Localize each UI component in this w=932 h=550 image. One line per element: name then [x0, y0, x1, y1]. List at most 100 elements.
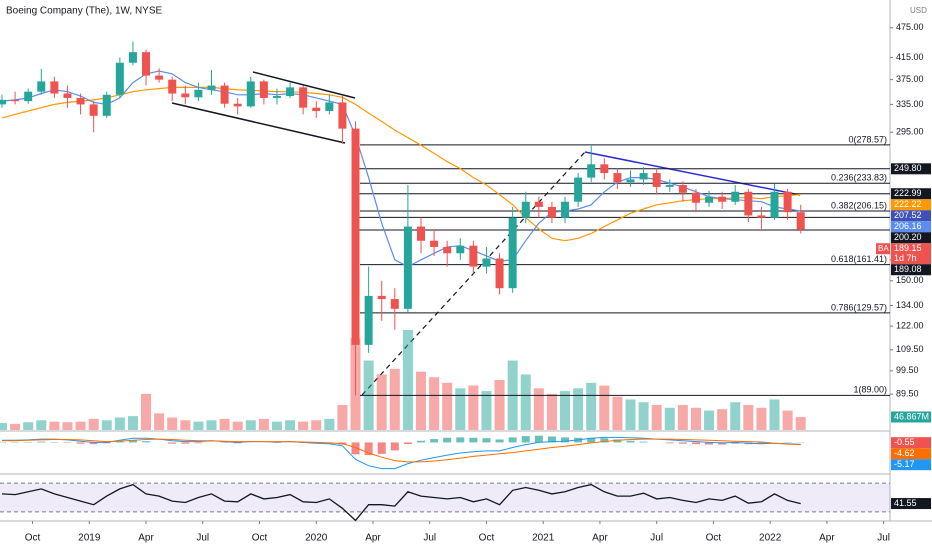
volume-bar: [101, 420, 112, 430]
volume-bar: [75, 421, 86, 430]
y-tick-label: 150.00: [896, 275, 924, 285]
fib-level-label: 0.786(129.57): [831, 302, 887, 312]
volume-bar: [704, 410, 715, 430]
candle-body: [272, 96, 281, 98]
macd-histogram: [89, 442, 98, 445]
candle-body: [338, 102, 347, 129]
volume-bar: [625, 399, 636, 430]
chart-title: Boeing Company (The), 1W, NYSE: [6, 6, 163, 17]
volume-bar: [599, 385, 610, 430]
macd-histogram: [587, 437, 596, 443]
fib-level-label: 0.236(233.83): [831, 173, 887, 183]
macd-histogram: [430, 439, 439, 443]
y-tick-label: 475.00: [896, 22, 924, 32]
price-tag-box: [891, 210, 931, 222]
trend-line: [584, 151, 801, 196]
y-tick-label: 99.50: [896, 365, 919, 375]
macd-histogram: [495, 439, 504, 443]
macd-histogram: [194, 442, 203, 444]
volume-bar: [10, 423, 21, 430]
y-tick-label: 89.50: [896, 388, 919, 398]
volume-bar: [677, 405, 688, 430]
volume-bar: [0, 423, 7, 430]
macd-histogram: [691, 442, 700, 445]
countdown-box: [891, 253, 931, 265]
macd-histogram: [142, 441, 151, 443]
candle-body: [495, 258, 504, 289]
volume-bar: [180, 420, 191, 430]
volume-bar: [23, 422, 34, 430]
candle-body: [416, 226, 425, 241]
macd-histogram: [665, 442, 674, 444]
volume-bar: [271, 421, 282, 430]
volume-bar: [429, 377, 440, 430]
candle-body: [403, 226, 412, 309]
rsi-band: [0, 483, 890, 512]
macd-histogram: [482, 438, 491, 443]
candle-body: [142, 52, 151, 76]
volume-bar: [245, 420, 256, 430]
macd-tag: -4.62: [894, 448, 915, 458]
candle-body: [508, 217, 517, 289]
price-tag: 207.52: [894, 210, 922, 220]
candle-body: [796, 212, 805, 230]
volume-bar: [127, 416, 138, 430]
volume-bar: [167, 417, 178, 430]
volume-bar: [795, 416, 806, 430]
candle-body: [63, 93, 72, 98]
currency: USD: [910, 6, 927, 15]
y-tick-label: 134.00: [896, 300, 924, 310]
volume-bar: [546, 393, 557, 430]
x-tick-label: Oct: [479, 533, 495, 544]
candle-body: [770, 191, 779, 218]
candle-body: [626, 179, 635, 183]
candle-body: [0, 99, 6, 105]
candle-body: [89, 104, 98, 116]
x-tick-label: Oct: [252, 533, 268, 544]
volume-bar: [49, 421, 60, 430]
candle-body: [547, 206, 556, 218]
x-tick-label: Oct: [706, 533, 722, 544]
x-tick-label: 2021: [532, 533, 555, 544]
candle-body: [600, 164, 609, 174]
candle-body: [744, 191, 753, 216]
macd-histogram: [390, 442, 399, 451]
moving-average: [1, 70, 801, 268]
candle-body: [705, 196, 714, 203]
candle-body: [312, 107, 321, 112]
price-tag: 222.22: [894, 199, 922, 209]
volume-bar: [114, 417, 125, 430]
price-tag-box: [891, 188, 931, 200]
macd-histogram: [364, 442, 373, 456]
x-tick-label: Jul: [650, 533, 663, 544]
price-tag: 206.16: [894, 221, 922, 231]
volume-bar: [520, 374, 531, 430]
volume-bar: [586, 382, 597, 430]
candle-body: [443, 246, 452, 254]
candle-body: [587, 164, 596, 178]
rsi-line: [1, 483, 801, 522]
macd-tag-box: [891, 448, 931, 460]
volume-bar: [730, 402, 741, 430]
symbol-box: [876, 243, 890, 255]
x-tick-label: Apr: [592, 533, 608, 544]
macd-histogram: [76, 442, 85, 444]
candle-body: [286, 87, 295, 97]
x-tick-label: Apr: [365, 533, 381, 544]
volume-bar: [376, 374, 387, 430]
volume-bar: [232, 421, 243, 430]
volume-tag: 46.867M: [894, 411, 929, 421]
volume-bar: [62, 422, 73, 430]
price-tag-box: [891, 221, 931, 233]
y-tick-label: 295.00: [896, 127, 924, 137]
volume-bar: [258, 418, 269, 430]
x-tick-label: Jul: [423, 533, 436, 544]
volume-bar: [311, 420, 322, 430]
x-tick-label: Jul: [877, 533, 890, 544]
volume-bar: [324, 418, 335, 430]
macd-histogram: [561, 437, 570, 443]
volume-bar: [481, 391, 492, 430]
candle-body: [364, 295, 373, 345]
macd-histogram: [456, 437, 465, 443]
price-tag: 222.99: [894, 188, 922, 198]
